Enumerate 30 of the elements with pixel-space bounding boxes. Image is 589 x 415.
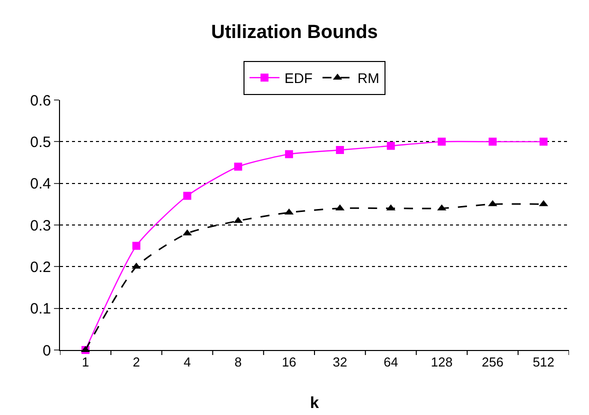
x-tick-label: 2: [132, 354, 140, 370]
x-tick-label: 1: [82, 354, 90, 370]
y-tick-label: 0.2: [30, 258, 51, 276]
x-tick-label: 128: [430, 354, 453, 370]
y-tick-label: 0.5: [30, 134, 51, 151]
point: [336, 146, 344, 154]
point: [488, 138, 497, 146]
point: [386, 142, 395, 150]
point: [183, 192, 192, 200]
x-tick-label: 8: [234, 354, 242, 370]
x-tick-label: 32: [332, 354, 348, 370]
y-tick-label: 0.6: [30, 92, 51, 110]
x-tick-label: 256: [482, 354, 504, 370]
legend-label: EDF: [284, 70, 312, 86]
point: [438, 138, 446, 146]
y-tick-label: 0.3: [30, 217, 51, 234]
x-tick-label: 64: [384, 354, 398, 370]
point: [234, 162, 242, 171]
x-tick-label: 512: [532, 354, 554, 370]
x-tick-label: 16: [282, 354, 296, 370]
y-tick-label: 0.1: [30, 300, 51, 318]
y-tick-label: 0: [42, 342, 51, 360]
x-axis-title: k: [310, 395, 320, 412]
point: [540, 138, 548, 146]
legend-label: RM: [358, 70, 380, 86]
chart-title: Utilization Bounds: [211, 22, 378, 44]
x-tick-label: 4: [184, 354, 191, 370]
point: [132, 242, 140, 250]
point: [285, 150, 294, 158]
y-tick-label: 0.4: [30, 176, 51, 193]
